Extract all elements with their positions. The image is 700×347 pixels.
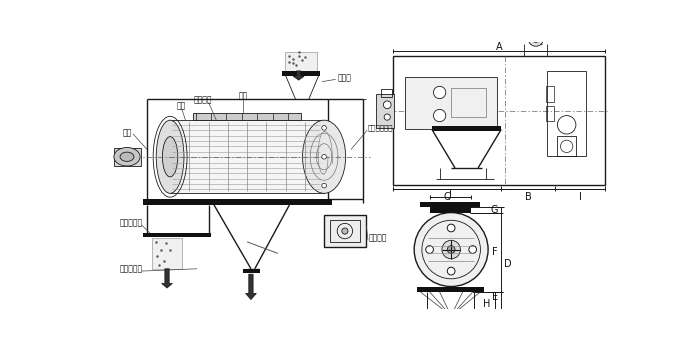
Bar bbox=[416, 287, 484, 292]
Ellipse shape bbox=[469, 246, 477, 253]
Bar bbox=[377, 94, 394, 128]
Ellipse shape bbox=[156, 120, 184, 193]
Polygon shape bbox=[293, 71, 304, 80]
Text: F: F bbox=[493, 247, 498, 257]
Bar bbox=[153, 238, 181, 269]
Bar bbox=[193, 113, 301, 120]
Bar bbox=[432, 126, 501, 131]
Ellipse shape bbox=[433, 86, 446, 99]
Bar bbox=[430, 207, 471, 213]
Bar bbox=[281, 71, 321, 76]
Ellipse shape bbox=[322, 126, 326, 130]
Bar bbox=[546, 86, 554, 102]
Text: 螺旋输送系统: 螺旋输送系统 bbox=[368, 125, 393, 131]
Ellipse shape bbox=[322, 183, 326, 188]
Bar bbox=[381, 90, 392, 97]
Ellipse shape bbox=[384, 114, 391, 120]
Bar bbox=[557, 136, 576, 155]
Bar bbox=[393, 56, 606, 185]
Ellipse shape bbox=[426, 246, 433, 253]
Text: I: I bbox=[579, 192, 582, 202]
Text: 细料排出口: 细料排出口 bbox=[120, 264, 144, 273]
Text: D: D bbox=[503, 259, 511, 269]
Ellipse shape bbox=[433, 109, 446, 122]
Bar bbox=[452, 88, 486, 117]
Ellipse shape bbox=[120, 152, 134, 161]
Bar bbox=[547, 71, 586, 155]
Text: 主轴: 主轴 bbox=[122, 128, 132, 137]
Ellipse shape bbox=[447, 267, 455, 275]
Polygon shape bbox=[246, 274, 256, 299]
Ellipse shape bbox=[342, 228, 348, 234]
Bar bbox=[405, 77, 497, 129]
Polygon shape bbox=[162, 269, 172, 288]
Text: C: C bbox=[444, 192, 451, 202]
Text: 粗料排出口: 粗料排出口 bbox=[120, 218, 144, 227]
Ellipse shape bbox=[528, 31, 544, 46]
Ellipse shape bbox=[114, 147, 140, 166]
Text: H: H bbox=[483, 299, 491, 309]
Bar bbox=[324, 215, 367, 247]
Text: 风轮: 风轮 bbox=[176, 101, 186, 110]
Bar bbox=[546, 105, 554, 121]
Text: E: E bbox=[492, 291, 498, 302]
Text: G: G bbox=[491, 205, 498, 215]
Bar bbox=[532, 26, 540, 39]
Ellipse shape bbox=[162, 137, 178, 177]
Ellipse shape bbox=[414, 213, 488, 287]
Text: J: J bbox=[449, 189, 452, 199]
Bar bbox=[244, 269, 260, 273]
Bar bbox=[330, 220, 360, 242]
Text: 驱动电机: 驱动电机 bbox=[369, 234, 387, 243]
Ellipse shape bbox=[322, 154, 326, 159]
Text: 进料口: 进料口 bbox=[337, 73, 351, 82]
Text: B: B bbox=[525, 192, 531, 202]
Text: A: A bbox=[496, 42, 503, 52]
Ellipse shape bbox=[447, 224, 455, 232]
Bar bbox=[420, 316, 480, 320]
Bar bbox=[144, 200, 332, 205]
Text: 网架: 网架 bbox=[239, 91, 248, 100]
Ellipse shape bbox=[384, 101, 391, 109]
Bar bbox=[114, 147, 141, 166]
Bar bbox=[285, 52, 317, 72]
Bar bbox=[170, 120, 324, 193]
Ellipse shape bbox=[442, 240, 461, 259]
Bar bbox=[420, 202, 480, 207]
Ellipse shape bbox=[302, 120, 346, 193]
Ellipse shape bbox=[447, 246, 455, 253]
Text: 风轮叶片: 风轮叶片 bbox=[194, 95, 213, 104]
Bar bbox=[144, 232, 211, 237]
